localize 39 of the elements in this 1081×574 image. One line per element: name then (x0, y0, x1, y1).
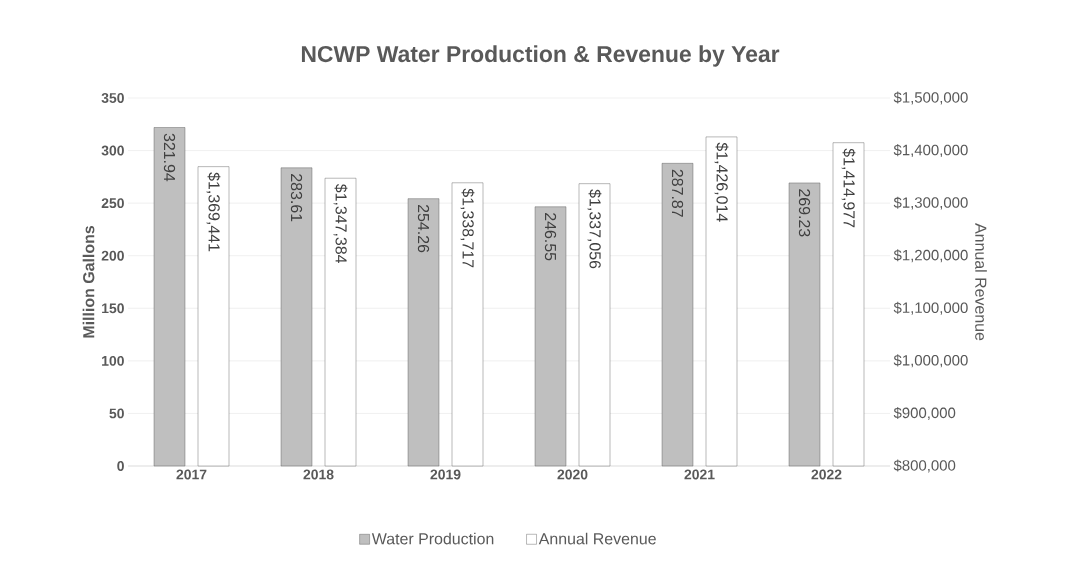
y-axis-title: Million Gallons (82, 225, 95, 338)
chart-title: NCWP Water Production & Revenue by Year (301, 45, 780, 67)
y2-tick-label: $800,000 (893, 459, 956, 473)
x-tick-label: 2019 (430, 469, 461, 480)
x-tick-label: 2017 (176, 469, 207, 480)
y2-tick-label: $1,100,000 (893, 301, 968, 315)
y-tick-label: 0 (117, 461, 124, 471)
x-tick-label: 2022 (811, 469, 842, 480)
y-tick-label: 150 (102, 303, 124, 314)
data-label: 246.55 (544, 213, 557, 261)
x-tick-label: 2018 (303, 469, 334, 480)
y2-tick-label: $1,000,000 (893, 354, 968, 368)
y-tick-label: 50 (109, 408, 124, 419)
data-label: $1,414,977 (841, 148, 856, 228)
y-tick-label: 250 (101, 198, 124, 209)
data-label: 254.26 (417, 204, 430, 253)
data-label: 287.87 (671, 169, 684, 217)
y2-tick-label: $1,200,000 (893, 249, 968, 263)
y2-tick-label: $1,400,000 (893, 144, 968, 158)
y-tick-label: 200 (101, 250, 124, 261)
y-tick-label: 100 (102, 355, 124, 366)
x-tick-label: 2020 (557, 469, 588, 480)
data-label: $1,338,717 (460, 188, 475, 268)
y2-tick-label: $1,500,000 (893, 91, 968, 105)
data-label: $1,337,056 (587, 189, 602, 269)
legend-label: Water Production (371, 532, 494, 545)
data-label: 283.61 (290, 174, 303, 222)
data-label: $1,347,384 (333, 183, 348, 264)
data-label: 269.23 (798, 189, 811, 237)
data-label: 321.94 (163, 133, 176, 182)
y2-tick-label: $1,300,000 (893, 196, 968, 210)
y-tick-label: 350 (101, 93, 124, 103)
data-label: $1,369,441 (206, 172, 221, 252)
data-label: $1,426,014 (714, 142, 729, 222)
x-tick-label: 2021 (684, 469, 715, 480)
y2-axis-title: Annual Revenue (975, 223, 987, 341)
y2-tick-label: $900,000 (893, 406, 956, 420)
legend-label: Annual Revenue (538, 532, 656, 545)
y-tick-label: 300 (101, 145, 124, 156)
